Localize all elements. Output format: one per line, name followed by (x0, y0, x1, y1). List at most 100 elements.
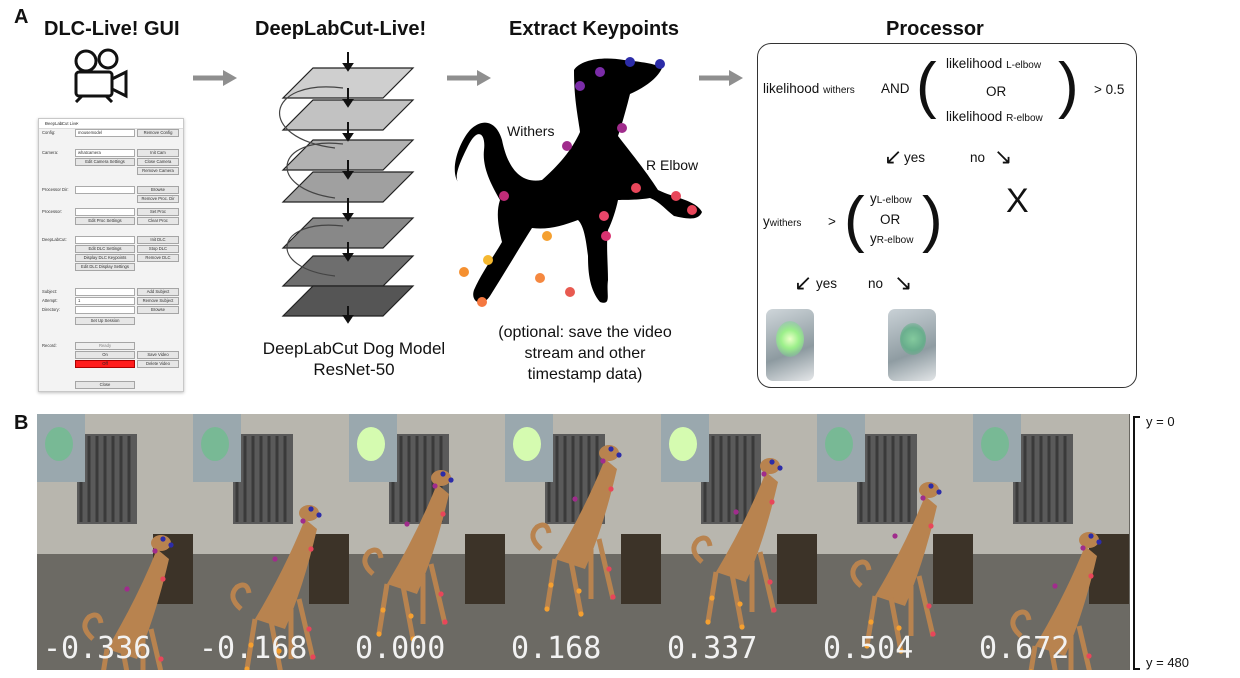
panel-label-a: A (14, 6, 29, 28)
gui-title: DeepLabCut Live (45, 121, 78, 126)
close-paren: ) (1058, 51, 1079, 120)
frame-value-label: -0.168 (199, 631, 308, 666)
directory-label: Directory: (42, 307, 60, 312)
camera-label: Camera: (42, 150, 59, 155)
or-operator-bottom: OR (880, 212, 901, 227)
remove-proc-dir-button[interactable]: Remove Proc. Dir (137, 195, 179, 203)
video-frame: 0.672 (973, 414, 1129, 670)
browse-directory-button[interactable]: Browse (137, 306, 179, 314)
dog-keypoint-silhouette (454, 57, 702, 307)
y-withers-term: ywithers (763, 214, 802, 229)
frame-value-label: 0.168 (511, 631, 602, 666)
directory-dropdown[interactable] (75, 306, 135, 314)
withers-label: Withers (507, 123, 555, 139)
y-axis-bracket (1133, 416, 1140, 670)
deeplabcut-label: DeepLabCut: (42, 237, 67, 242)
dlc-heading: DeepLabCut-Live! (255, 18, 427, 40)
display-keypoints-button[interactable]: Display DLC Keypoints (75, 254, 135, 262)
optional-note-line1: (optional: save the video (498, 324, 672, 341)
gui-titlebar: DeepLabCut Live – □ × (39, 119, 183, 129)
led-on-thumbnail (766, 309, 814, 381)
subject-label: Subject: (42, 289, 58, 294)
init-dlc-button[interactable]: Init DLC (137, 236, 179, 244)
flow-arrow-icon (447, 70, 491, 86)
subject-dropdown[interactable] (75, 288, 135, 296)
remove-config-button[interactable]: Remove Config (137, 129, 179, 137)
yes-label-1: yes (904, 150, 926, 165)
likelihood-l-elbow-term: likelihood L-elbow (946, 56, 1042, 71)
yes-arrow-icon: ↙ (794, 270, 813, 295)
processor-heading: Processor (886, 18, 984, 40)
gui-heading: DLC-Live! GUI (44, 18, 180, 40)
record-on-button[interactable]: On (75, 351, 135, 359)
remove-camera-button[interactable]: Remove Camera (137, 167, 179, 175)
no-label-1: no (970, 150, 986, 165)
r-elbow-label: R Elbow (646, 157, 699, 173)
likelihood-r-elbow-term: likelihood R-elbow (946, 109, 1043, 124)
stop-dlc-button[interactable]: Stop DLC (137, 245, 179, 253)
video-frame: 0.168 (505, 414, 661, 670)
frame-scene (505, 414, 661, 670)
record-off-button[interactable]: Off (75, 360, 135, 368)
edit-dlc-settings-button[interactable]: Edit DLC Settings (75, 245, 135, 253)
likelihood-withers-term: likelihood withers (763, 81, 855, 96)
model-caption-line1: DeepLabCut Dog Model (262, 339, 446, 358)
attempt-dropdown[interactable]: 1 (75, 297, 135, 305)
add-subject-button[interactable]: Add Subject (137, 288, 179, 296)
config-label: Config: (42, 130, 56, 135)
video-frame: 0.337 (661, 414, 817, 670)
config-dropdown[interactable]: mousemodel (75, 129, 135, 137)
processor-dropdown[interactable] (75, 208, 135, 216)
window-controls-icon[interactable]: – □ × (45, 121, 85, 126)
video-frame: 0.504 (817, 414, 973, 670)
video-frame: -0.336 (37, 414, 193, 670)
remove-subject-button[interactable]: Remove Subject (137, 297, 179, 305)
frame-scene (349, 414, 505, 670)
dlc-dropdown[interactable] (75, 236, 135, 244)
edit-display-settings-button[interactable]: Edit DLC Display Settings (75, 263, 135, 271)
y-axis-bottom-label: y = 480 (1146, 655, 1190, 670)
frame-scene (973, 414, 1129, 670)
proc-dir-label: Processor Dir: (42, 187, 69, 192)
edit-proc-settings-button[interactable]: Edit Proc Settings (75, 217, 135, 225)
frame-value-label: 0.337 (667, 631, 758, 666)
frame-value-label: -0.336 (43, 631, 152, 666)
clear-proc-button[interactable]: Clear Proc (137, 217, 179, 225)
remove-dlc-button[interactable]: Remove DLC (137, 254, 179, 262)
save-video-button[interactable]: Save Video (137, 351, 179, 359)
close-paren-2: ) (922, 185, 943, 254)
frame-value-label: 0.672 (979, 631, 1070, 666)
proc-dir-dropdown[interactable] (75, 186, 135, 194)
close-gui-button[interactable]: Close (75, 381, 135, 389)
edit-camera-settings-button[interactable]: Edit Camera Settings (75, 158, 135, 166)
frame-scene (37, 414, 193, 670)
optional-note-line3: timestamp data) (527, 366, 643, 383)
video-camera-icon (74, 48, 128, 103)
browse-button[interactable]: Browse (137, 186, 179, 194)
reject-x-mark: X (1006, 182, 1029, 220)
yes-arrow-icon: ↙ (884, 144, 903, 169)
close-camera-button[interactable]: Close Camera (137, 158, 179, 166)
set-proc-button[interactable]: Set Proc (137, 208, 179, 216)
optional-note-line2: stream and other (524, 345, 646, 362)
resnet-layer-stack-diagram (278, 52, 415, 324)
yes-label-2: yes (816, 276, 838, 291)
keypoints-heading: Extract Keypoints (509, 18, 680, 40)
threshold-text: > 0.5 (1094, 82, 1125, 97)
delete-video-button[interactable]: Delete Video (137, 360, 179, 368)
processor-label: Processor: (42, 209, 63, 214)
camera-dropdown[interactable]: whatcamera (75, 149, 135, 157)
y-axis-top-label: y = 0 (1146, 414, 1175, 429)
ready-status: Ready (75, 342, 135, 350)
set-up-session-button[interactable]: Set Up Session (75, 317, 135, 325)
dlc-live-gui-window: DeepLabCut Live – □ × Config: mousemodel… (38, 118, 184, 392)
panel-label-b: B (14, 412, 29, 434)
frame-scene (193, 414, 349, 670)
video-frame: 0.000 (349, 414, 505, 670)
no-label-2: no (868, 276, 884, 291)
frame-value-label: 0.504 (823, 631, 914, 666)
frame-scene (817, 414, 973, 670)
flow-arrow-icon (699, 70, 743, 86)
flow-arrow-icon (193, 70, 237, 86)
init-cam-button[interactable]: Init Cam (137, 149, 179, 157)
